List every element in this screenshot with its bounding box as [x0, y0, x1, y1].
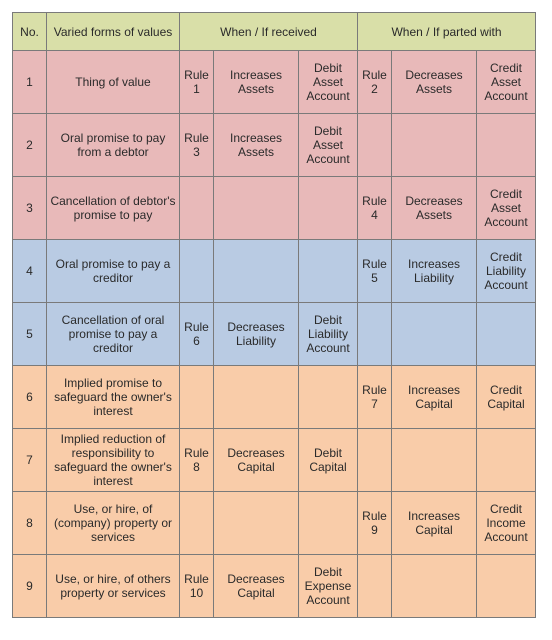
received-rule-cell — [179, 176, 214, 240]
row-number-cell: 3 — [12, 176, 47, 240]
parted-rule-cell — [357, 554, 392, 618]
received-effect-cell: Decreases Capital — [213, 428, 299, 492]
parted-rule-cell: Rule 9 — [357, 491, 392, 555]
received-account-cell — [298, 365, 358, 429]
value-form-cell: Thing of value — [46, 50, 180, 114]
value-form-cell: Oral promise to pay a creditor — [46, 239, 180, 303]
table-row: 6 Implied promise to safeguard the owner'… — [12, 365, 536, 429]
received-rule-cell: Rule 6 — [179, 302, 214, 366]
header-when-parted: When / If parted with — [357, 12, 536, 51]
received-effect-cell — [213, 176, 299, 240]
parted-account-cell: Credit Income Account — [476, 491, 536, 555]
row-number-cell: 2 — [12, 113, 47, 177]
received-effect-cell: Increases Assets — [213, 50, 299, 114]
received-effect-cell — [213, 239, 299, 303]
header-no: No. — [12, 12, 47, 51]
parted-effect-cell: Decreases Assets — [391, 176, 477, 240]
received-account-cell — [298, 176, 358, 240]
received-rule-cell — [179, 491, 214, 555]
table-row: 5 Cancellation of oral promise to pay a c… — [12, 302, 536, 366]
parted-account-cell: Credit Asset Account — [476, 176, 536, 240]
received-effect-cell: Decreases Capital — [213, 554, 299, 618]
parted-rule-cell — [357, 428, 392, 492]
table-body: 1 Thing of value Rule 1 Increases Assets Deb… — [12, 50, 536, 618]
parted-effect-cell — [391, 554, 477, 618]
value-form-cell: Implied promise to safeguard the owner's… — [46, 365, 180, 429]
received-effect-cell: Decreases Liability — [213, 302, 299, 366]
table-row: 7 Implied reduction of responsibility to … — [12, 428, 536, 492]
table-row: 8 Use, or hire, of (company) property or … — [12, 491, 536, 555]
value-form-cell: Cancellation of debtor's promise to pay — [46, 176, 180, 240]
parted-account-cell — [476, 554, 536, 618]
received-account-cell: Debit Expense Account — [298, 554, 358, 618]
received-rule-cell: Rule 1 — [179, 50, 214, 114]
received-effect-cell — [213, 491, 299, 555]
table-row: 2 Oral promise to pay from a debtor Rule 3… — [12, 113, 536, 177]
received-account-cell: Debit Asset Account — [298, 113, 358, 177]
table-row: 9 Use, or hire, of others property or ser… — [12, 554, 536, 618]
header-row: No. Varied forms of values When / If rec… — [12, 12, 536, 51]
row-number-cell: 7 — [12, 428, 47, 492]
parted-account-cell — [476, 113, 536, 177]
table-row: 3 Cancellation of debtor's promise to pay… — [12, 176, 536, 240]
table-row: 1 Thing of value Rule 1 Increases Assets Deb… — [12, 50, 536, 114]
parted-rule-cell: Rule 4 — [357, 176, 392, 240]
parted-account-cell: Credit Asset Account — [476, 50, 536, 114]
received-rule-cell: Rule 3 — [179, 113, 214, 177]
value-form-cell: Oral promise to pay from a debtor — [46, 113, 180, 177]
received-rule-cell — [179, 239, 214, 303]
row-number-cell: 4 — [12, 239, 47, 303]
parted-rule-cell: Rule 2 — [357, 50, 392, 114]
parted-effect-cell: Increases Capital — [391, 365, 477, 429]
parted-rule-cell — [357, 302, 392, 366]
received-account-cell: Debit Liability Account — [298, 302, 358, 366]
value-form-cell: Use, or hire, of others property or serv… — [46, 554, 180, 618]
received-rule-cell: Rule 10 — [179, 554, 214, 618]
parted-effect-cell: Increases Liability — [391, 239, 477, 303]
received-effect-cell: Increases Assets — [213, 113, 299, 177]
parted-rule-cell — [357, 113, 392, 177]
parted-account-cell: Credit Liability Account — [476, 239, 536, 303]
row-number-cell: 1 — [12, 50, 47, 114]
parted-effect-cell — [391, 428, 477, 492]
table-row: 4 Oral promise to pay a creditor Rule 5 Inc… — [12, 239, 536, 303]
parted-account-cell: Credit Capital — [476, 365, 536, 429]
received-account-cell: Debit Asset Account — [298, 50, 358, 114]
received-account-cell — [298, 491, 358, 555]
parted-effect-cell — [391, 113, 477, 177]
row-number-cell: 5 — [12, 302, 47, 366]
parted-account-cell — [476, 428, 536, 492]
row-number-cell: 9 — [12, 554, 47, 618]
row-number-cell: 6 — [12, 365, 47, 429]
received-account-cell — [298, 239, 358, 303]
value-form-cell: Use, or hire, of (company) property or s… — [46, 491, 180, 555]
header-varied-forms: Varied forms of values — [46, 12, 180, 51]
value-form-cell: Cancellation of oral promise to pay a cr… — [46, 302, 180, 366]
parted-rule-cell: Rule 7 — [357, 365, 392, 429]
received-rule-cell — [179, 365, 214, 429]
row-number-cell: 8 — [12, 491, 47, 555]
header-when-received: When / If received — [179, 12, 358, 51]
received-account-cell: Debit Capital — [298, 428, 358, 492]
parted-effect-cell: Increases Capital — [391, 491, 477, 555]
parted-effect-cell — [391, 302, 477, 366]
value-form-cell: Implied reduction of responsibility to s… — [46, 428, 180, 492]
parted-effect-cell: Decreases Assets — [391, 50, 477, 114]
parted-rule-cell: Rule 5 — [357, 239, 392, 303]
rules-table: No. Varied forms of values When / If rec… — [12, 12, 536, 618]
received-rule-cell: Rule 8 — [179, 428, 214, 492]
rules-table-wrapper: No. Varied forms of values When / If rec… — [12, 12, 536, 618]
parted-account-cell — [476, 302, 536, 366]
received-effect-cell — [213, 365, 299, 429]
